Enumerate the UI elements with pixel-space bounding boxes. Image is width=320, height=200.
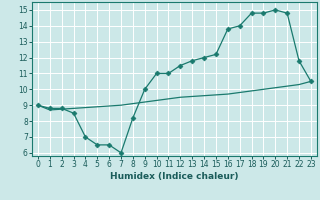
X-axis label: Humidex (Indice chaleur): Humidex (Indice chaleur) xyxy=(110,172,239,181)
